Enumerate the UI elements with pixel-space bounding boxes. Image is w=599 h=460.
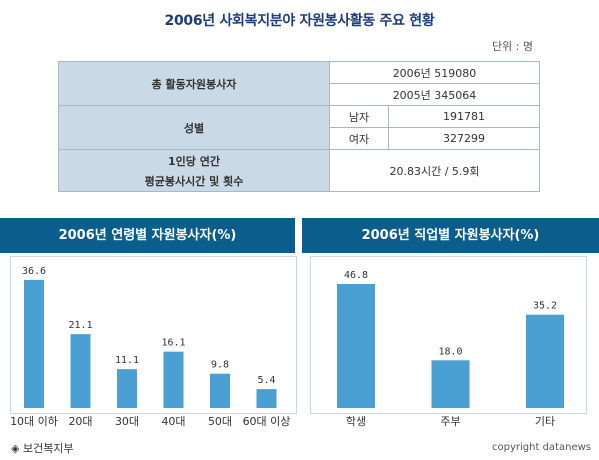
unit-label: 단위 : 명 — [491, 40, 533, 53]
value-label: 21.1 — [68, 320, 92, 331]
value-label: 5.4 — [257, 375, 275, 386]
category-label: 10대 이하 — [10, 414, 58, 428]
per-person-value: 20.83시간 / 5.9회 — [329, 149, 540, 192]
source-label: ◈ 보건복지부 — [11, 442, 74, 455]
page-title: 2006년 사회복지분야 자원봉사활동 주요 현황 — [164, 13, 435, 29]
bar-60대 이상 — [256, 389, 277, 408]
job-chart-title: 2006년 직업별 자원봉사자(%) — [302, 218, 599, 253]
gender-header: 성별 — [58, 105, 330, 150]
category-label: 20대 — [68, 415, 92, 428]
total-2005-cell: 2005년 345064 — [329, 83, 540, 106]
per-person-label-1: 1인당 연간 — [168, 154, 220, 168]
value-label: 9.8 — [211, 360, 229, 371]
category-label: 50대 — [208, 415, 232, 428]
per-person-header: 1인당 연간 평균봉사시간 및 횟수 — [58, 149, 330, 192]
value-label: 18.0 — [438, 346, 462, 357]
bar-40대 — [163, 351, 184, 408]
age-chart-panel — [10, 256, 297, 414]
per-person-label-2: 평균봉사시간 및 횟수 — [144, 174, 244, 188]
total-volunteers-header: 총 활동자원봉사자 — [58, 61, 330, 106]
category-label: 40대 — [161, 415, 185, 428]
value-label: 35.2 — [533, 301, 557, 312]
bar-30대 — [117, 369, 137, 408]
value-label: 46.8 — [344, 270, 368, 281]
bar-20대 — [70, 334, 91, 408]
category-label: 기타 — [535, 415, 555, 428]
bar-주부 — [431, 360, 470, 408]
category-label: 30대 — [115, 415, 139, 428]
bar-학생 — [337, 283, 375, 408]
bar-10대 이하 — [24, 279, 44, 408]
value-label: 11.1 — [115, 355, 139, 366]
category-label: 주부 — [440, 415, 460, 428]
male-value: 191781 — [388, 105, 540, 128]
value-label: 36.6 — [22, 266, 46, 277]
bar-기타 — [526, 314, 564, 408]
age-chart-title: 2006년 연령별 자원봉사자(%) — [0, 218, 295, 253]
category-label: 60대 이상 — [243, 415, 291, 428]
bar-50대 — [210, 373, 230, 408]
summary-table: 총 활동자원봉사자 2006년 519080 2005년 345064 성별 남… — [58, 61, 540, 192]
copyright-label: copyright datanews — [492, 442, 591, 453]
value-label: 16.1 — [161, 338, 185, 349]
category-label: 학생 — [346, 415, 366, 428]
